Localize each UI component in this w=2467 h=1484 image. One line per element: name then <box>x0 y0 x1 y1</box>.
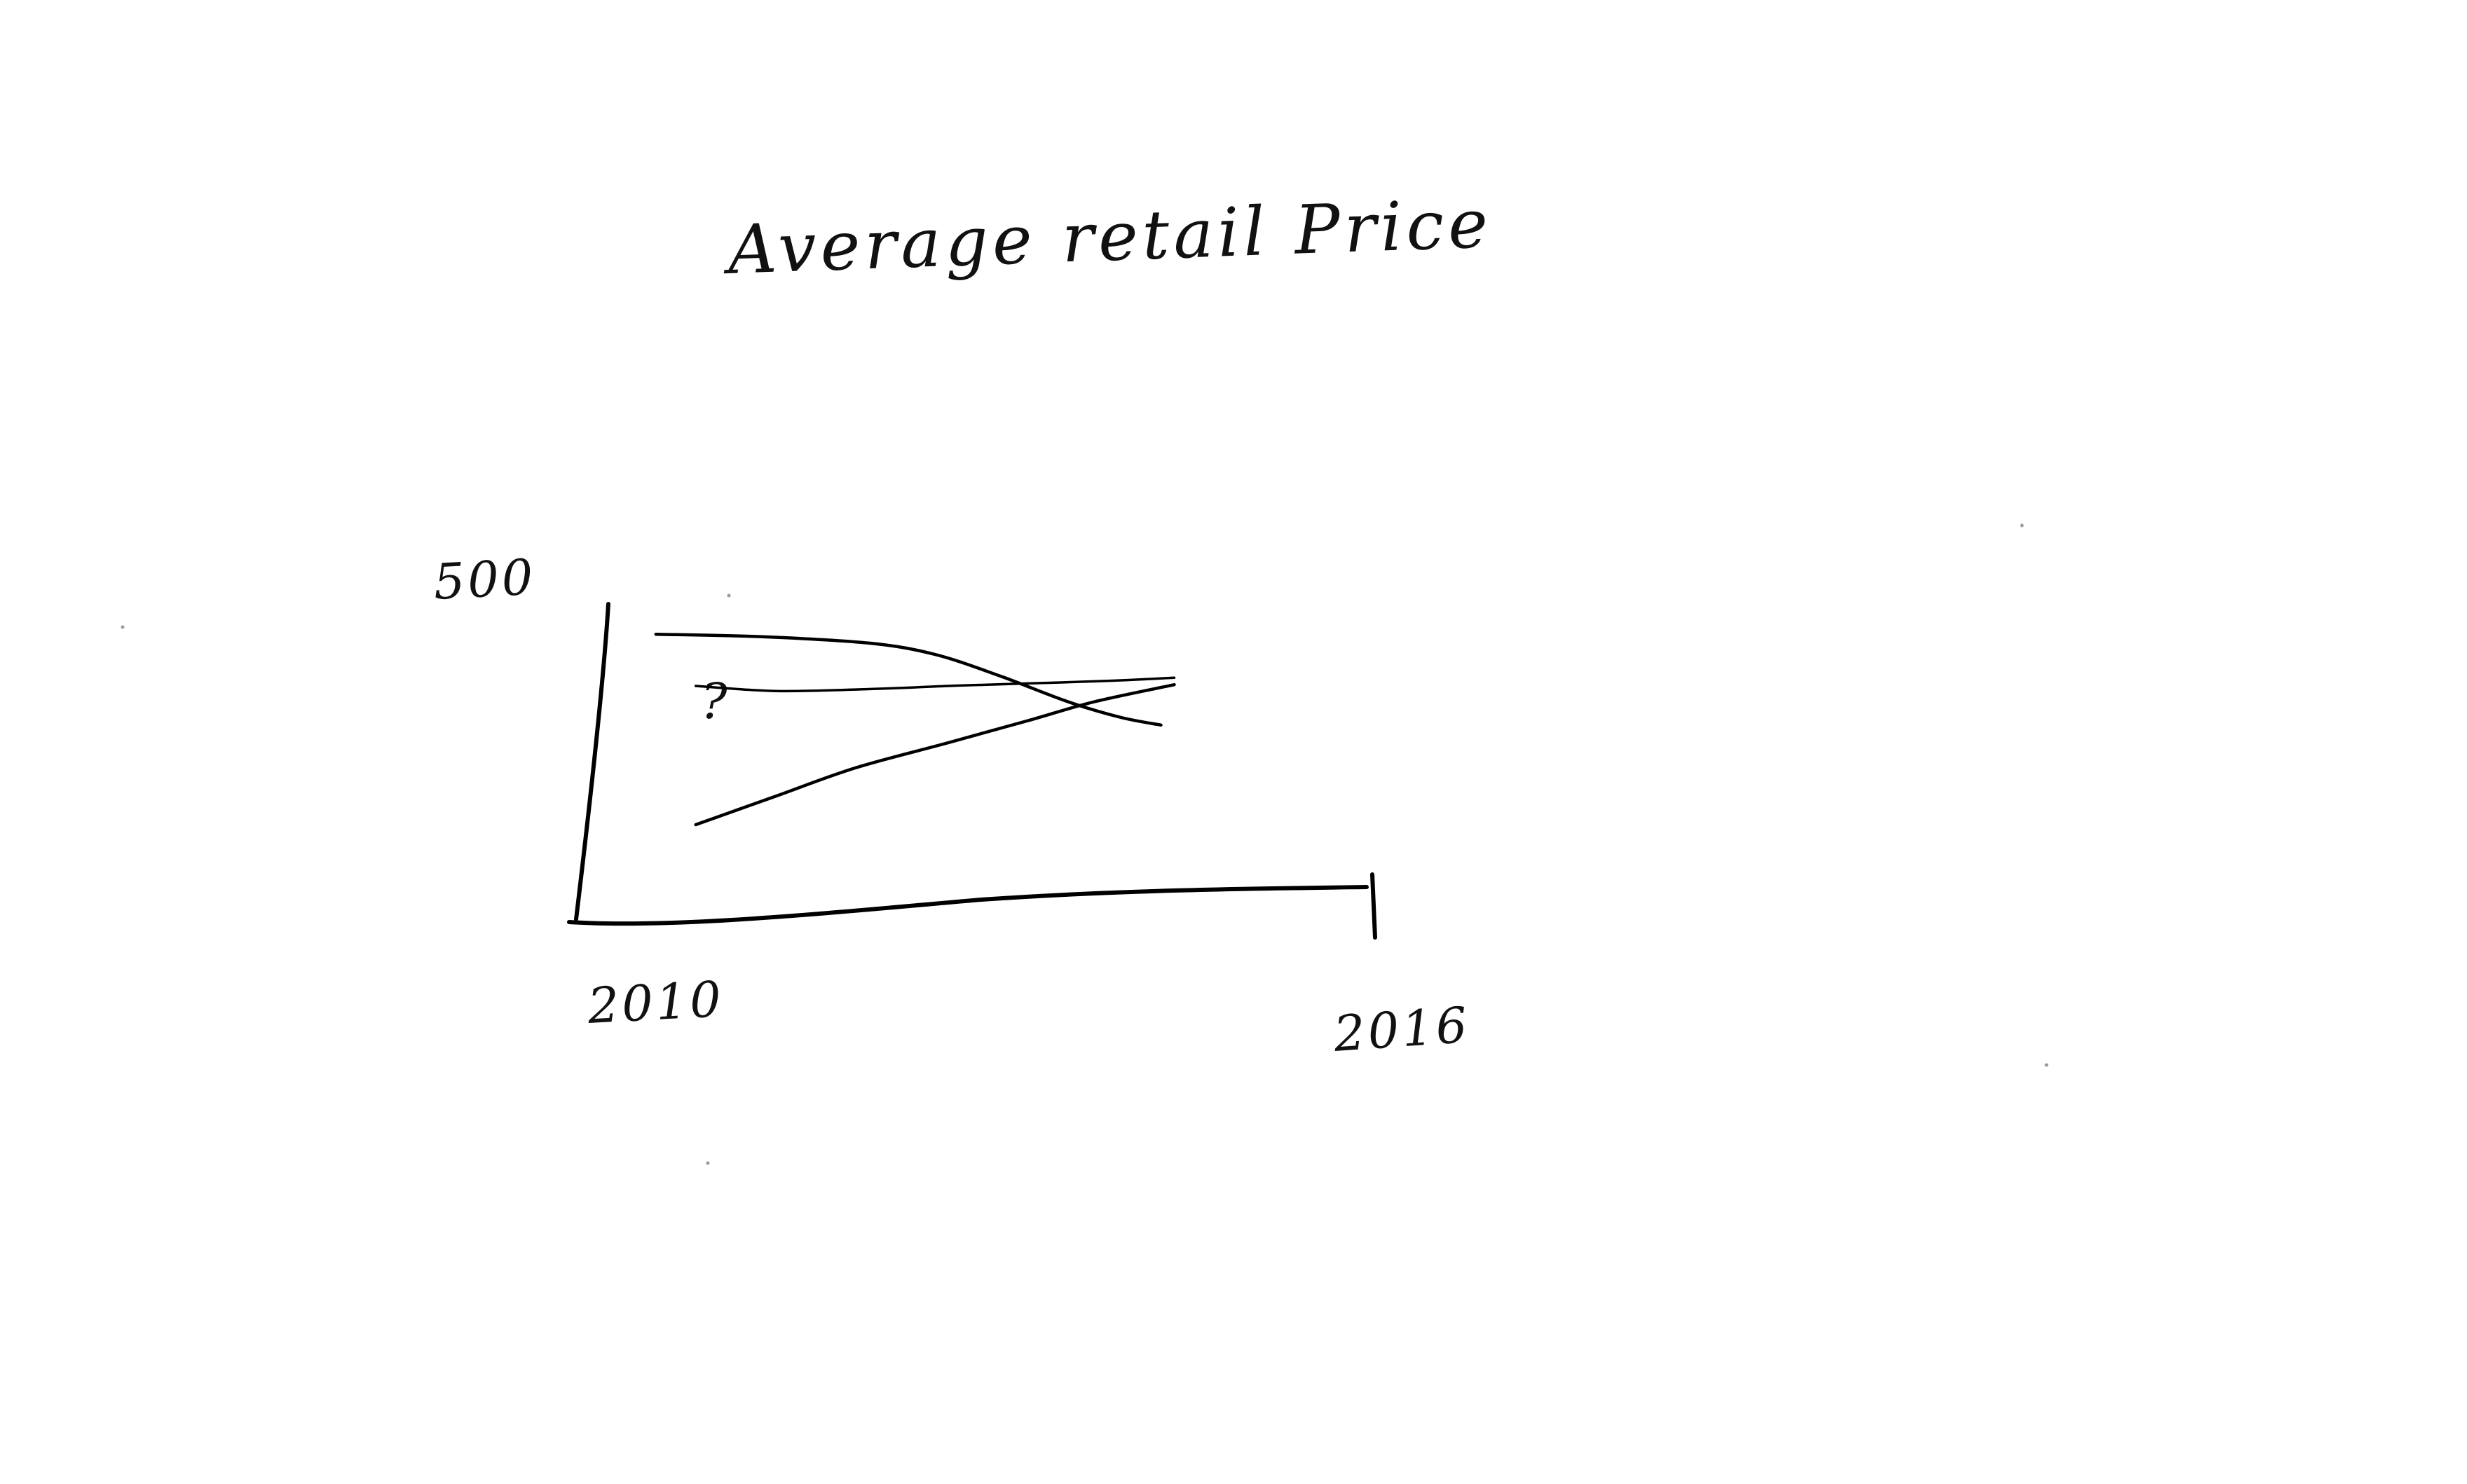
series-line-3 <box>694 682 1176 827</box>
speck <box>121 625 125 629</box>
x-tick-label-end: 2016 <box>1331 996 1471 1063</box>
y-tick-label: 500 <box>432 548 538 611</box>
series-layer <box>654 632 1176 827</box>
question-mark-annotation: ? <box>701 673 727 730</box>
speck <box>2020 523 2024 528</box>
speck <box>706 1161 710 1165</box>
x-axis-end-tick <box>1370 872 1377 940</box>
speck <box>2044 1063 2049 1067</box>
series-line-1 <box>654 632 1163 727</box>
x-tick-label-start: 2010 <box>586 970 725 1035</box>
speck <box>727 593 731 598</box>
y-axis <box>574 602 610 921</box>
x-axis <box>567 885 1369 926</box>
series-line-2 <box>694 676 1176 693</box>
chart-title: Average retail Price <box>721 184 1494 289</box>
